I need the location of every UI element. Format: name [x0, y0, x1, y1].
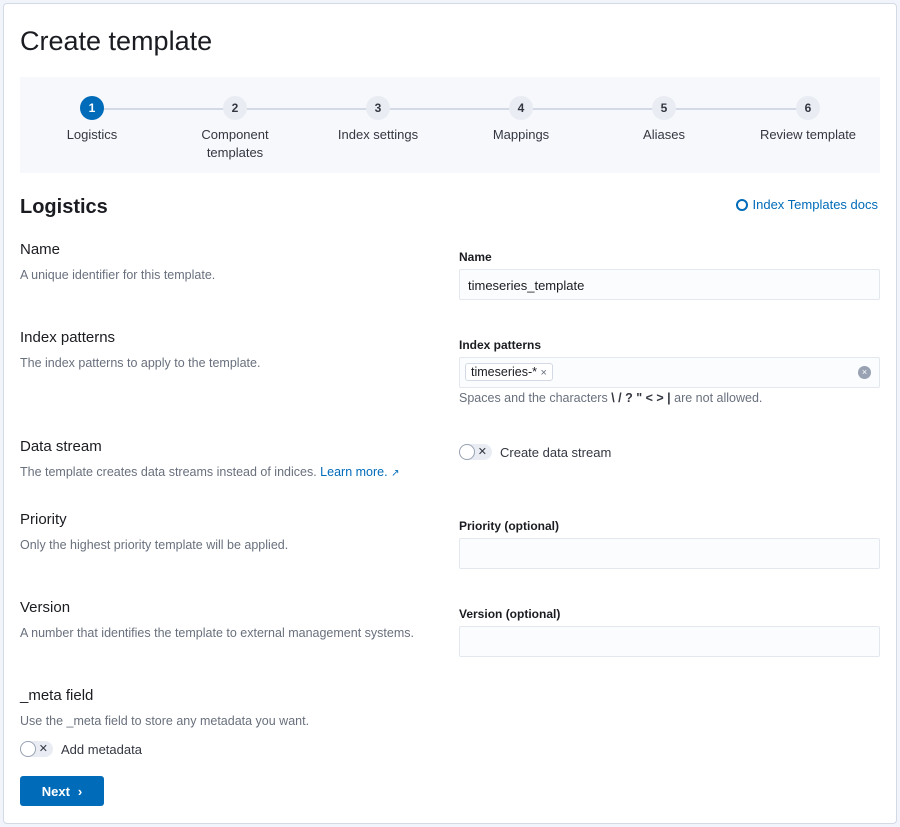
switch[interactable]: ✕ — [20, 741, 53, 757]
help-chars: \ / ? " < > | — [611, 391, 671, 405]
priority-desc: Only the highest priority template will … — [20, 538, 289, 552]
toggle-label: Create data stream — [500, 444, 612, 460]
chip-remove-icon[interactable]: × — [540, 367, 547, 379]
pattern-chip: timeseries-* × — [465, 363, 553, 381]
desc-text: The template creates data streams instea… — [20, 465, 317, 479]
next-label: Next — [41, 783, 70, 799]
add-metadata-toggle[interactable]: ✕ Add metadata — [20, 741, 142, 757]
name-title: Name — [20, 241, 61, 258]
docs-link-label: Index Templates docs — [752, 197, 879, 212]
learn-more-link[interactable]: Learn more. — [320, 465, 388, 479]
priority-input[interactable] — [459, 538, 880, 569]
priority-title: Priority — [20, 511, 67, 528]
meta-desc: Use the _meta field to store any metadat… — [20, 714, 310, 728]
name-desc: A unique identifier for this template. — [20, 268, 216, 282]
version-desc: A number that identifies the template to… — [20, 626, 414, 640]
name-label: Name — [459, 250, 492, 264]
next-button[interactable]: Next › — [20, 776, 104, 806]
step-index-settings[interactable]: 3 Index settings — [308, 96, 448, 142]
step-logistics[interactable]: 1 Logistics — [22, 96, 162, 142]
help-text-end: are not allowed. — [674, 391, 763, 405]
step-label: Index settings — [337, 127, 419, 142]
help-text: Spaces and the characters — [459, 391, 608, 405]
step-number: 6 — [796, 96, 820, 120]
docs-link[interactable]: Index Templates docs — [735, 197, 879, 212]
index-patterns-label: Index patterns — [459, 338, 542, 352]
step-mappings[interactable]: 4 Mappings — [451, 96, 591, 142]
external-link-icon: ↗ — [391, 468, 400, 479]
create-data-stream-toggle[interactable]: ✕ Create data stream — [459, 444, 611, 460]
step-component-templates[interactable]: 2 Component templates — [165, 96, 305, 162]
step-number: 2 — [223, 96, 247, 120]
step-label: Review template — [759, 127, 857, 142]
version-label: Version (optional) — [459, 607, 561, 621]
switch[interactable]: ✕ — [459, 444, 492, 460]
chevron-right-icon: › — [77, 783, 83, 799]
step-aliases[interactable]: 5 Aliases — [594, 96, 734, 142]
index-patterns-desc: The index patterns to apply to the templ… — [20, 356, 261, 370]
step-number: 4 — [509, 96, 533, 120]
step-label: Aliases — [643, 127, 685, 142]
index-patterns-help: Spaces and the characters \ / ? " < > | … — [459, 391, 762, 405]
help-lifebuoy-icon — [735, 198, 748, 211]
index-patterns-combobox[interactable]: timeseries-* × × — [459, 357, 880, 388]
step-review-template[interactable]: 6 Review template — [738, 96, 878, 142]
meta-title: _meta field — [20, 687, 94, 704]
step-number: 5 — [652, 96, 676, 120]
priority-label: Priority (optional) — [459, 519, 559, 533]
create-template-panel: Create template 1 Logistics 2 Component te… — [3, 3, 897, 824]
chip-label: timeseries-* — [471, 365, 537, 379]
cross-icon: ✕ — [477, 446, 487, 458]
data-stream-desc: The template creates data streams instea… — [20, 465, 399, 479]
section-title: Logistics — [20, 196, 108, 218]
step-label: Component templates — [201, 127, 269, 160]
page-title: Create template — [20, 26, 213, 56]
clear-icon[interactable]: × — [858, 366, 871, 379]
step-number: 1 — [80, 96, 104, 120]
data-stream-title: Data stream — [20, 438, 102, 455]
version-title: Version — [20, 599, 71, 616]
step-label: Mappings — [492, 127, 550, 142]
version-input[interactable] — [459, 626, 880, 657]
step-number: 3 — [366, 96, 390, 120]
steps-line — [92, 108, 808, 110]
step-label: Logistics — [66, 127, 118, 142]
cross-icon: ✕ — [38, 743, 48, 755]
name-input[interactable]: timeseries_template — [459, 269, 880, 300]
toggle-label: Add metadata — [61, 741, 142, 757]
index-patterns-title: Index patterns — [20, 329, 116, 346]
steps-bar: 1 Logistics 2 Component templates 3 Index s… — [20, 77, 880, 173]
